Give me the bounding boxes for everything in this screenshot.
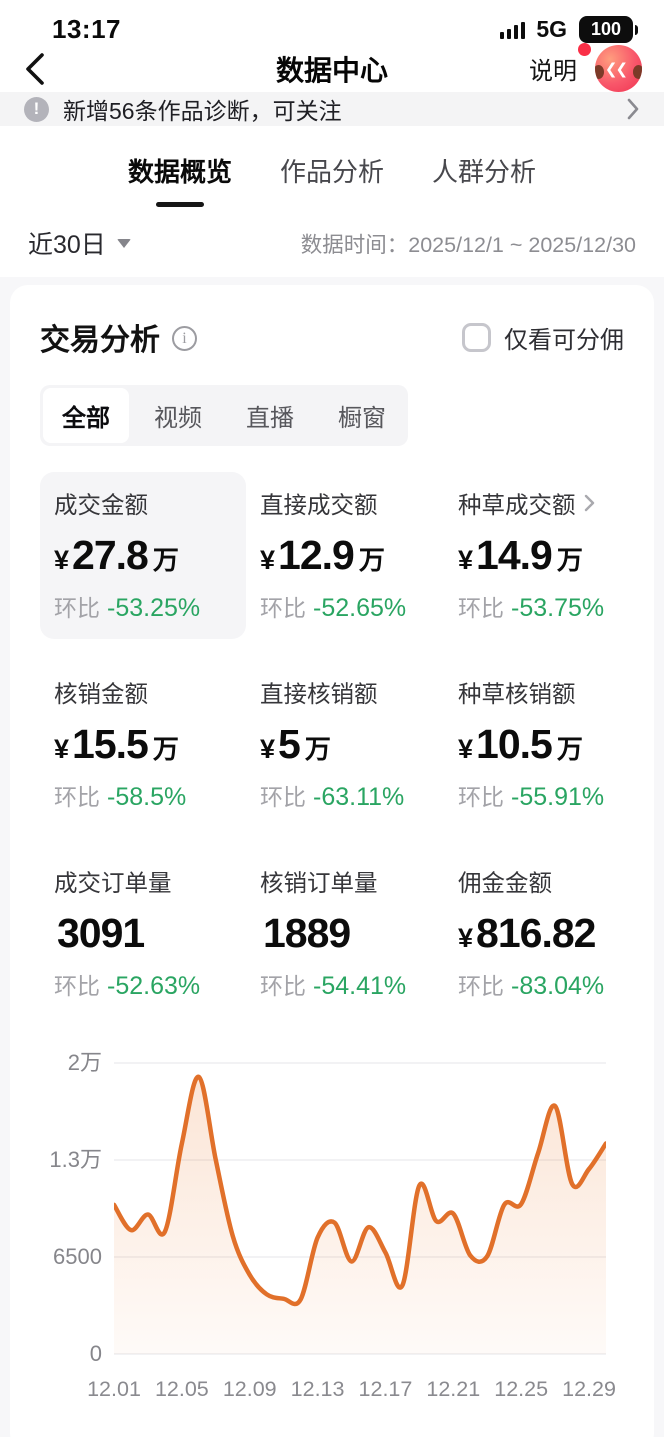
metric-seeding-gmv[interactable]: 种草成交额 ¥14.9 万 环比 -53.75%: [458, 492, 605, 622]
segment-video[interactable]: 视频: [154, 405, 202, 432]
metric-direct-redeemed[interactable]: 直接核销额 ¥5 万 环比 -63.11%: [260, 681, 405, 811]
checkbox-unchecked[interactable]: [462, 322, 491, 352]
card-title: 交易分析: [40, 324, 160, 357]
tab-audience-analysis[interactable]: 人群分析: [432, 157, 537, 187]
active-tab-underline: [155, 202, 204, 207]
alert-icon: !: [24, 96, 49, 122]
top-tabs: 数据概览 作品分析 人群分析: [0, 126, 664, 207]
segment-all[interactable]: 全部: [43, 388, 129, 443]
filter-row: 近30日 数据时间：2025/12/1 ~ 2025/12/30: [0, 225, 664, 261]
chevron-right-icon: [584, 494, 594, 512]
avatar[interactable]: ❮❮: [595, 45, 642, 92]
metric-direct-gmv[interactable]: 直接成交额 ¥12.9 万 环比 -52.65%: [260, 492, 407, 622]
notice-banner[interactable]: ! 新增56条作品诊断，可关注: [0, 92, 664, 126]
nav-bar: 数据中心 说明 ❮❮: [0, 43, 664, 92]
metric-gmv[interactable]: 成交金额 ¥27.8 万 环比 -53.25%: [40, 472, 246, 639]
status-bar: 13:17 5G 100: [0, 0, 664, 45]
trend-line: [111, 1074, 609, 1307]
battery-percent: 100: [579, 16, 633, 43]
back-chevron-icon: [26, 52, 44, 85]
tab-data-overview[interactable]: 数据概览: [128, 152, 232, 207]
x-axis-labels: 12.01 12.05 12.09 12.13 12.17 12.21 12.25 12.29: [87, 1377, 616, 1401]
signal-bars-icon: [499, 21, 526, 39]
commission-filter[interactable]: 仅看可分佣: [462, 320, 624, 355]
trend-chart[interactable]: 0 6500 1.3万 2万 12.01 12.05 1: [40, 1050, 624, 1415]
trade-analysis-card: 交易分析 i 仅看可分佣 全部 视频 直播 橱窗 成交金额 ¥27.8 万 环比 -: [10, 285, 654, 1437]
metric-commission[interactable]: 佣金金额 ¥816.82 环比 -83.04%: [458, 870, 605, 1000]
clock: 13:17: [52, 14, 121, 44]
area-fill: [114, 1076, 606, 1354]
info-icon[interactable]: i: [172, 326, 197, 351]
segment-showcase[interactable]: 橱窗: [338, 405, 386, 432]
metric-redeemed-amount[interactable]: 核销金额 ¥15.5 万 环比 -58.5%: [54, 681, 187, 811]
segmented-control: 全部 视频 直播 橱窗: [40, 385, 408, 446]
date-range-text: 数据时间：2025/12/1 ~ 2025/12/30: [300, 232, 636, 257]
metric-redeemed-orders[interactable]: 核销订单量 1889 环比 -54.41%: [260, 870, 407, 1000]
notice-text: 新增56条作品诊断，可关注: [63, 98, 342, 124]
metric-order-count[interactable]: 成交订单量 3091 环比 -52.63%: [54, 870, 201, 1000]
y-axis-labels: 0 6500 1.3万 2万: [49, 1050, 102, 1366]
chevron-right-icon: [626, 97, 640, 121]
network-type: 5G: [536, 16, 567, 42]
caret-down-icon: [116, 238, 131, 248]
content-area: 交易分析 i 仅看可分佣 全部 视频 直播 橱窗 成交金额 ¥27.8 万 环比 -: [0, 277, 664, 1437]
segment-live[interactable]: 直播: [246, 405, 294, 432]
metric-seeding-redeemed[interactable]: 种草核销额 ¥10.5 万 环比 -55.91%: [458, 681, 605, 811]
metrics-grid: 成交金额 ¥27.8 万 环比 -53.25% 直接成交额 ¥12.9 万 环比 -52…: [40, 472, 624, 1017]
date-range-dropdown[interactable]: 近30日: [28, 225, 131, 261]
help-button[interactable]: 说明: [529, 43, 591, 86]
checkbox-label: 仅看可分佣: [504, 326, 624, 354]
back-button[interactable]: [22, 49, 62, 89]
trend-chart-svg: [111, 1062, 609, 1355]
notification-dot: [578, 43, 591, 56]
tab-content-analysis[interactable]: 作品分析: [279, 157, 384, 187]
battery-icon: 100: [579, 16, 638, 43]
